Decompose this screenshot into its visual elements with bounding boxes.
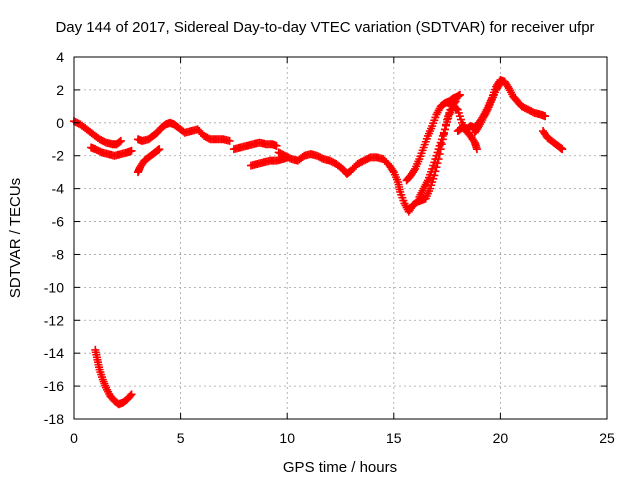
x-axis-ticks: 0 5 10 15 20 25 [70,57,615,446]
series-s6 [229,138,281,154]
series-s1 [70,117,125,149]
series-s13 [539,127,567,154]
series-s9 [402,90,464,185]
chart-title: Day 144 of 2017, Sidereal Day-to-day VTE… [55,19,594,36]
y-tick-label: 0 [56,115,64,131]
data-point [127,146,136,155]
y-axis-ticks: -18 -16 -14 -12 -10 -8 -6 -4 -2 0 2 4 [44,49,607,427]
series-s3 [91,345,136,409]
x-tick-label: 25 [599,430,615,446]
x-tick-label: 5 [177,430,185,446]
data-point [443,117,452,126]
data-point [496,79,505,88]
data-marks [70,76,567,409]
series-s12 [470,79,505,137]
x-tick-label: 10 [279,430,295,446]
y-tick-label: -10 [44,279,64,295]
data-point [440,125,449,134]
data-point [495,80,504,89]
data-point [444,114,453,123]
y-tick-label: -4 [52,181,65,197]
series-s2 [87,143,136,160]
series-s4 [133,145,164,177]
data-point [558,145,567,154]
plot-frame [73,56,608,420]
data-point [442,121,451,130]
y-axis-label: SDTVAR / TECUs [7,178,24,298]
data-point [388,166,397,175]
data-point [272,141,281,150]
x-tick-label: 20 [493,430,509,446]
series-s8 [274,97,460,216]
data-point [126,391,135,400]
data-point [410,166,419,175]
data-point [155,145,164,154]
data-point [472,145,481,154]
data-point [225,136,234,145]
data-point [116,136,125,145]
data-point [127,390,136,399]
y-tick-label: -18 [44,411,64,427]
y-tick-label: -6 [52,214,65,230]
y-tick-label: 4 [56,49,64,65]
series-s10 [415,102,481,201]
data-point [452,104,461,113]
data-point [115,137,124,146]
data-point [541,112,550,121]
y-tick-label: -12 [44,312,64,328]
y-tick-label: -14 [44,345,64,361]
y-tick-label: -8 [52,246,65,262]
y-tick-label: -16 [44,378,64,394]
series-s5 [133,118,234,145]
y-tick-label: 2 [56,82,64,98]
x-tick-label: 15 [386,430,402,446]
x-axis-label: GPS time / hours [283,459,397,476]
y-tick-label: -2 [52,148,65,164]
data-point [455,90,464,99]
x-tick-label: 0 [70,430,78,446]
grid-lines [74,57,607,419]
